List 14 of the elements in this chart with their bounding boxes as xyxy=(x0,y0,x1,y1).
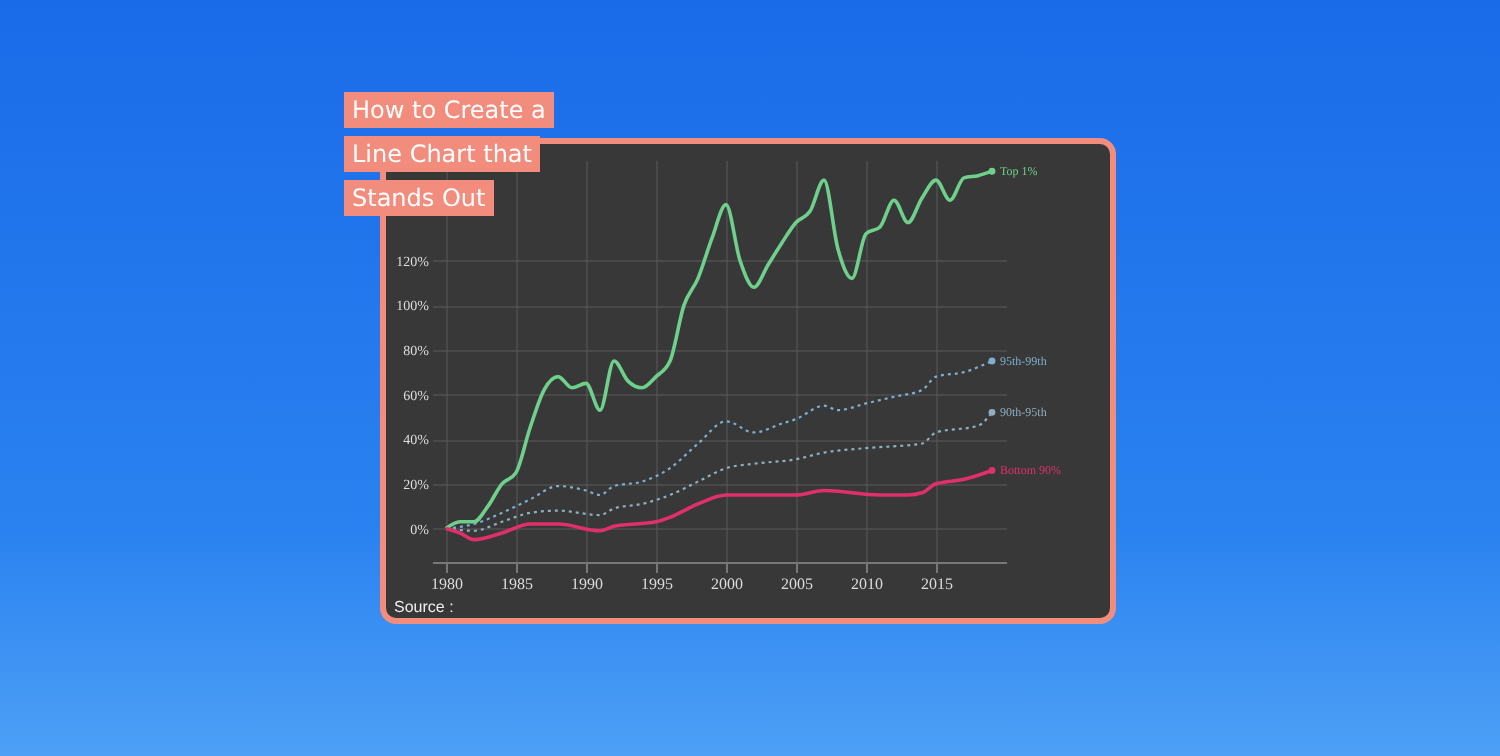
x-tick-label: 1985 xyxy=(501,575,533,593)
point xyxy=(988,408,996,416)
chart-title: How to Create a Line Chart that Stands Out xyxy=(344,92,554,216)
x-tick-label: 2000 xyxy=(711,575,743,593)
x-tick-label: 2005 xyxy=(781,575,813,593)
x-tick-label: 2015 xyxy=(921,575,953,593)
x-tick-label: 1980 xyxy=(431,575,463,593)
x-tick-label: 1995 xyxy=(641,575,673,593)
source-note: Source : xyxy=(394,598,454,616)
x-tick-label: 2010 xyxy=(851,575,883,593)
x-tick-label: 1990 xyxy=(571,575,603,593)
point xyxy=(988,466,996,474)
point xyxy=(988,167,996,175)
point xyxy=(988,357,996,365)
